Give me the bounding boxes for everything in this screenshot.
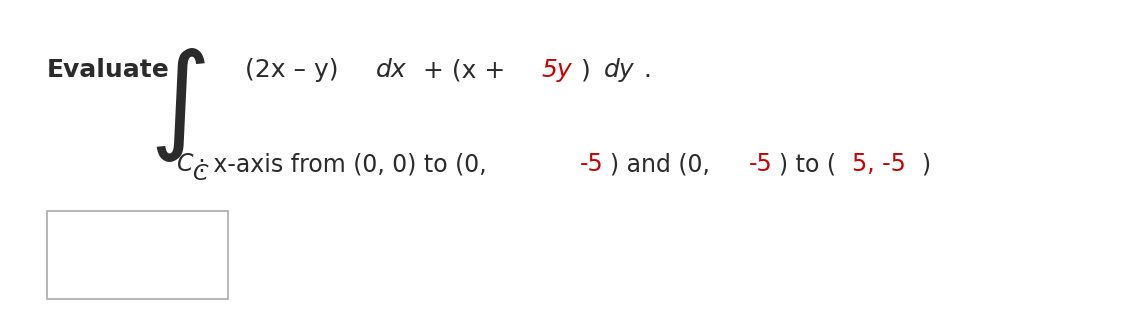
FancyBboxPatch shape (47, 211, 229, 299)
Text: ): ) (922, 152, 931, 176)
Text: ) and (0,: ) and (0, (611, 152, 717, 176)
Text: $\int$: $\int$ (149, 46, 206, 164)
Text: -5: -5 (748, 152, 772, 176)
Text: 5, -5: 5, -5 (853, 152, 906, 176)
Text: Evaluate: Evaluate (47, 58, 169, 82)
Text: 5y: 5y (541, 58, 572, 82)
Text: dx: dx (376, 58, 407, 82)
Text: dy: dy (604, 58, 634, 82)
Text: ) to (: ) to ( (779, 152, 836, 176)
Text: C: C (192, 164, 208, 184)
Text: C: C (177, 152, 193, 176)
Text: (2x – y): (2x – y) (246, 58, 347, 82)
Text: : x-axis from (0, 0) to (0,: : x-axis from (0, 0) to (0, (199, 152, 495, 176)
Text: -5: -5 (580, 152, 604, 176)
Text: .: . (644, 58, 652, 82)
Text: + (x +: + (x + (415, 58, 514, 82)
Text: ): ) (581, 58, 599, 82)
